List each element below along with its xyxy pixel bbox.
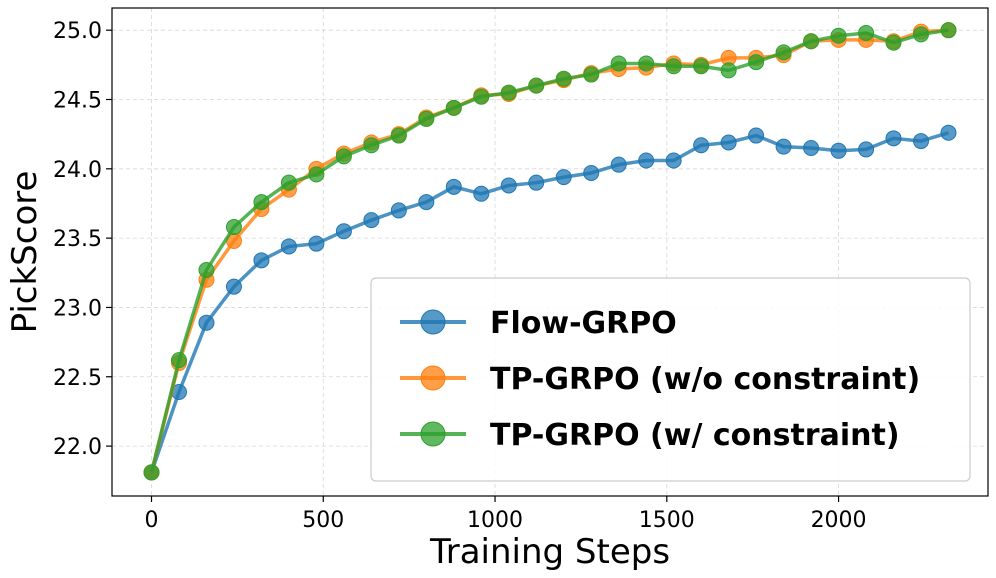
data-point xyxy=(885,130,902,147)
data-point xyxy=(830,27,847,44)
data-point xyxy=(363,212,380,229)
data-point xyxy=(665,58,682,75)
data-point xyxy=(803,140,820,157)
legend-marker xyxy=(420,309,446,335)
legend-marker xyxy=(420,421,446,447)
data-point xyxy=(528,174,545,191)
data-point xyxy=(885,34,902,51)
data-point xyxy=(665,152,682,169)
legend-frame xyxy=(370,277,971,482)
y-axis-title: PickScore xyxy=(5,171,45,334)
x-tick-label: 500 xyxy=(302,508,344,533)
y-tick-label: 25.0 xyxy=(53,19,102,44)
data-point xyxy=(583,66,600,83)
data-point xyxy=(913,133,930,150)
data-point xyxy=(390,202,407,219)
series-tp-grpo-w-constraint xyxy=(143,22,957,481)
data-point xyxy=(610,156,627,173)
data-point xyxy=(858,141,875,158)
data-point xyxy=(555,70,572,87)
x-tick-label: 2000 xyxy=(811,508,867,533)
data-point xyxy=(830,142,847,159)
data-point xyxy=(308,235,325,252)
data-point xyxy=(253,252,270,269)
legend-label: Flow-GRPO xyxy=(490,306,677,341)
data-point xyxy=(418,110,435,127)
legend-entry: Flow-GRPO xyxy=(400,306,677,341)
data-point xyxy=(280,238,297,255)
data-point xyxy=(803,33,820,50)
data-point xyxy=(610,55,627,72)
data-point xyxy=(198,314,215,331)
data-point xyxy=(940,22,957,39)
legend-marker xyxy=(420,365,446,391)
data-point xyxy=(363,137,380,154)
data-point xyxy=(775,44,792,61)
data-point xyxy=(445,178,462,195)
y-tick-label: 24.0 xyxy=(53,158,102,183)
legend-label: TP-GRPO (w/o constraint) xyxy=(490,362,920,397)
data-point xyxy=(748,54,765,71)
data-point xyxy=(335,223,352,240)
x-tick-label: 0 xyxy=(145,508,159,533)
data-point xyxy=(940,124,957,141)
x-axis-title: Training Steps xyxy=(429,532,670,572)
data-point xyxy=(913,26,930,43)
plot-area xyxy=(111,7,989,497)
data-point xyxy=(748,127,765,144)
data-point xyxy=(638,152,655,169)
legend-label: TP-GRPO (w/ constraint) xyxy=(490,418,900,453)
data-point xyxy=(693,58,710,75)
legend-entry: TP-GRPO (w/ constraint) xyxy=(400,418,900,453)
data-point xyxy=(583,164,600,181)
data-point xyxy=(473,88,490,105)
data-point xyxy=(280,174,297,191)
data-point xyxy=(500,84,517,101)
data-point xyxy=(555,169,572,186)
y-tick-label: 22.0 xyxy=(53,435,102,460)
y-tick-label: 22.5 xyxy=(53,366,102,391)
data-point xyxy=(170,352,187,369)
y-axis-ticks: 22.0 22.5 23.0 23.5 24.0 24.5 25.0 xyxy=(53,19,112,460)
data-point xyxy=(308,166,325,183)
y-tick-label: 23.5 xyxy=(53,227,102,252)
data-point xyxy=(720,134,737,151)
data-point xyxy=(693,137,710,154)
data-point xyxy=(143,464,160,481)
data-point xyxy=(858,24,875,41)
data-point xyxy=(473,185,490,202)
data-point xyxy=(390,127,407,144)
y-tick-label: 23.0 xyxy=(53,296,102,321)
data-point xyxy=(418,194,435,211)
data-point xyxy=(720,62,737,79)
y-tick-label: 24.5 xyxy=(53,89,102,114)
legend: Flow-GRPO TP-GRPO (w/o constraint) TP-GRPO… xyxy=(370,277,971,482)
data-point xyxy=(253,194,270,211)
series-layer xyxy=(143,22,957,481)
data-point xyxy=(445,99,462,116)
data-point xyxy=(638,55,655,72)
data-point xyxy=(500,177,517,194)
x-tick-label: 1500 xyxy=(639,508,695,533)
x-tick-label: 1000 xyxy=(467,508,523,533)
data-point xyxy=(198,262,215,279)
data-point xyxy=(528,77,545,94)
legend-entry: TP-GRPO (w/o constraint) xyxy=(400,362,920,397)
data-point xyxy=(225,278,242,295)
data-point xyxy=(335,148,352,165)
data-point xyxy=(225,219,242,236)
x-axis-ticks: 0 500 1000 1500 2000 xyxy=(145,496,867,533)
data-point xyxy=(775,138,792,155)
